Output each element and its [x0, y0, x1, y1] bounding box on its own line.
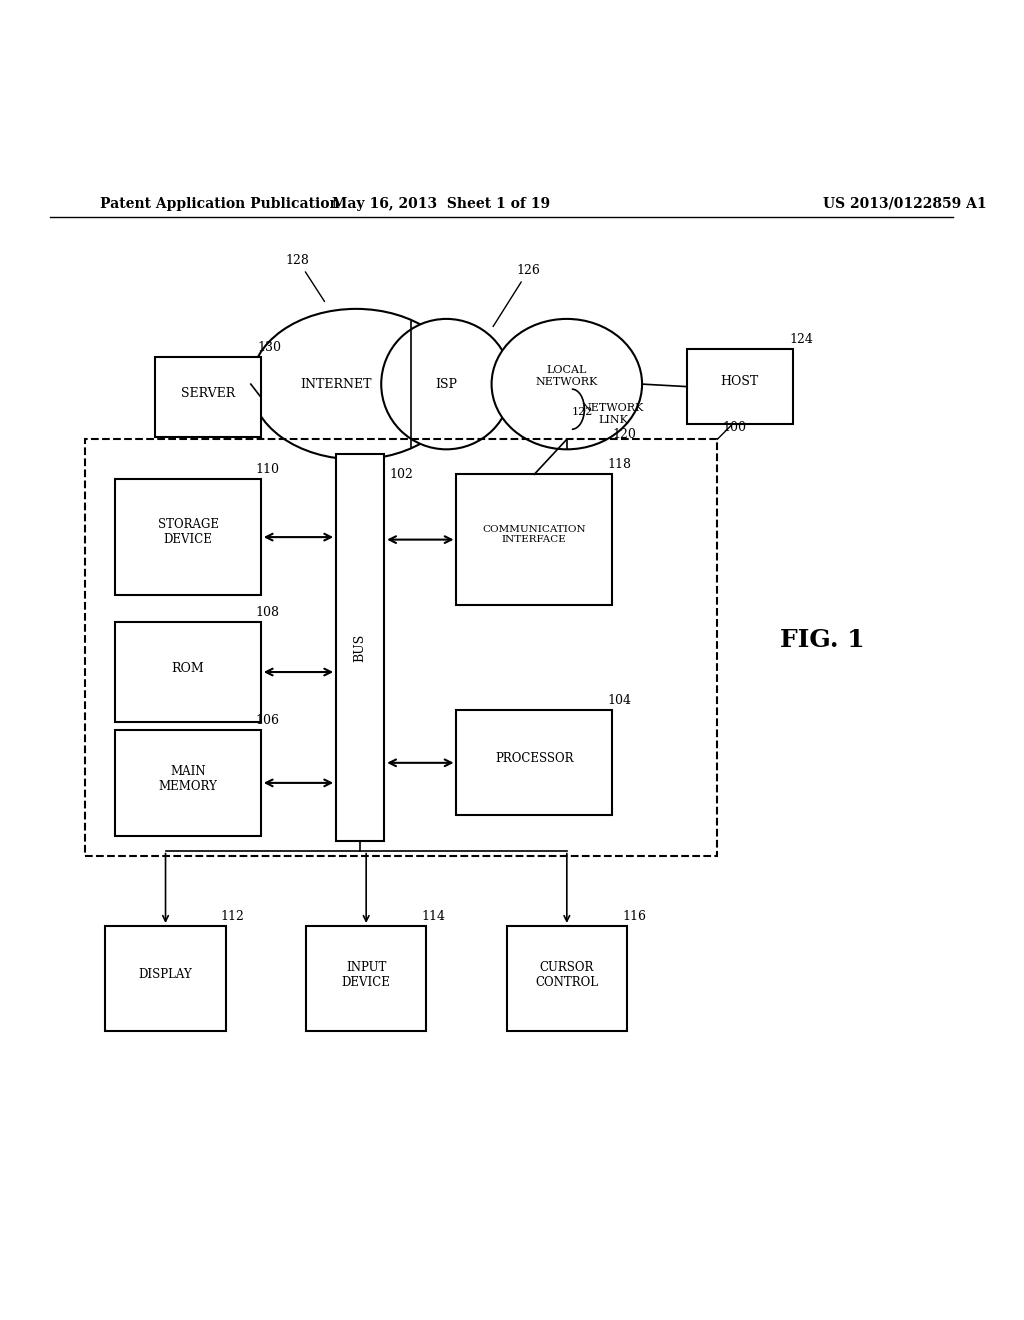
Text: 100: 100 — [722, 421, 746, 434]
FancyBboxPatch shape — [116, 730, 261, 836]
Text: NETWORK
LINK: NETWORK LINK — [582, 404, 644, 425]
Text: 130: 130 — [258, 341, 282, 354]
FancyBboxPatch shape — [457, 474, 612, 605]
Text: 110: 110 — [256, 463, 280, 477]
Text: FIG. 1: FIG. 1 — [780, 628, 865, 652]
FancyBboxPatch shape — [105, 925, 225, 1031]
FancyBboxPatch shape — [507, 925, 627, 1031]
Text: 104: 104 — [607, 694, 631, 708]
Text: 106: 106 — [256, 714, 280, 727]
FancyBboxPatch shape — [306, 925, 426, 1031]
Text: CURSOR
CONTROL: CURSOR CONTROL — [536, 961, 598, 989]
Text: 120: 120 — [612, 428, 636, 441]
Text: BUS: BUS — [353, 634, 367, 661]
Ellipse shape — [251, 309, 462, 459]
FancyBboxPatch shape — [156, 356, 261, 437]
FancyBboxPatch shape — [116, 622, 261, 722]
Text: US 2013/0122859 A1: US 2013/0122859 A1 — [822, 197, 986, 210]
Text: MAIN
MEMORY: MAIN MEMORY — [159, 764, 217, 793]
Text: 122: 122 — [571, 407, 593, 417]
FancyBboxPatch shape — [336, 454, 384, 841]
Text: 128: 128 — [286, 253, 325, 301]
Text: 112: 112 — [221, 909, 245, 923]
Text: 108: 108 — [256, 606, 280, 619]
Ellipse shape — [492, 319, 642, 449]
Text: 102: 102 — [389, 467, 413, 480]
Text: 114: 114 — [421, 909, 445, 923]
Text: INPUT
DEVICE: INPUT DEVICE — [342, 961, 390, 989]
Text: ISP: ISP — [435, 378, 458, 391]
Text: 116: 116 — [622, 909, 646, 923]
Text: COMMUNICATION
INTERFACE: COMMUNICATION INTERFACE — [482, 525, 586, 544]
Text: HOST: HOST — [721, 375, 759, 388]
Text: ROM: ROM — [172, 661, 205, 675]
FancyBboxPatch shape — [116, 479, 261, 595]
Text: PROCESSOR: PROCESSOR — [495, 752, 573, 766]
Text: LOCAL
NETWORK: LOCAL NETWORK — [536, 366, 598, 387]
Text: STORAGE
DEVICE: STORAGE DEVICE — [158, 517, 218, 546]
Ellipse shape — [381, 319, 512, 449]
FancyBboxPatch shape — [457, 710, 612, 816]
Text: 126: 126 — [494, 264, 541, 326]
FancyBboxPatch shape — [687, 348, 793, 424]
Text: INTERNET: INTERNET — [300, 378, 372, 391]
Text: 124: 124 — [790, 333, 813, 346]
Text: SERVER: SERVER — [181, 387, 236, 400]
Text: DISPLAY: DISPLAY — [138, 968, 193, 981]
Text: May 16, 2013  Sheet 1 of 19: May 16, 2013 Sheet 1 of 19 — [333, 197, 551, 210]
Text: 118: 118 — [607, 458, 631, 471]
Text: Patent Application Publication: Patent Application Publication — [100, 197, 340, 210]
